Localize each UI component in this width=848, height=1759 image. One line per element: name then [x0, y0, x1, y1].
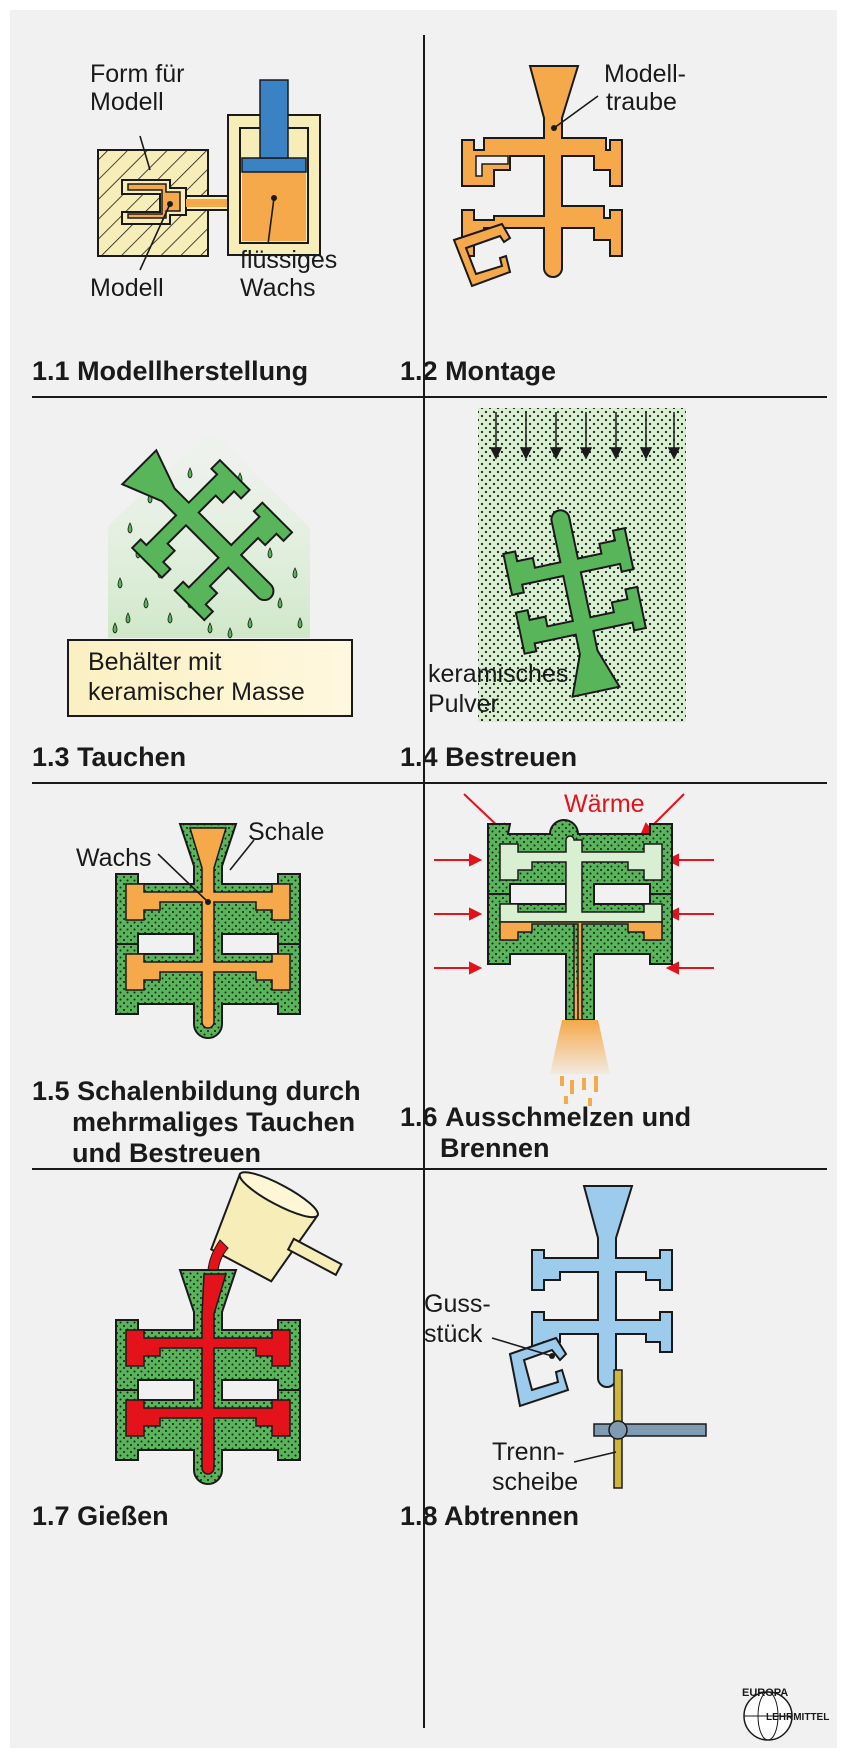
label-casting-line1: Guss- — [424, 1290, 491, 1318]
label-container-line2: keramischer Masse — [88, 678, 305, 706]
piston — [241, 157, 307, 173]
caption-1-5: 1.5 Schalenbildung durch mehrmaliges Tau… — [32, 1076, 361, 1169]
caption-title-line2: mehrmaliges Tauchen — [72, 1107, 356, 1137]
caption-title-line3: und Bestreuen — [72, 1138, 262, 1168]
ladle — [209, 1171, 343, 1283]
piston-rod — [259, 79, 289, 159]
caption-title: Tauchen — [77, 742, 187, 772]
ceramic-tank — [67, 639, 353, 717]
caption-1-2: 1.2 Montage — [400, 356, 556, 387]
melt-out-illustration: Wärme — [434, 790, 714, 1106]
label-heat: Wärme — [564, 790, 645, 818]
coated-cluster — [502, 509, 648, 698]
detached-model — [452, 222, 512, 288]
divider-row-1 — [32, 396, 827, 398]
caption-1-7: 1.7 Gießen — [32, 1501, 169, 1532]
caption-number: 1.2 — [400, 356, 438, 386]
pouring-illustration — [115, 1171, 343, 1485]
caption-number: 1.3 — [32, 742, 70, 772]
step-1-6: Wärme 1.6 Ausschmelzen und — [400, 784, 837, 1168]
caption-number: 1.1 — [32, 356, 70, 386]
caption-title-line1: Ausschmelzen und — [445, 1102, 692, 1132]
caption-1-3: 1.3 Tauchen — [32, 742, 186, 773]
step-1-4: keramisches Pulver 1.4 Bestreuen — [400, 398, 837, 782]
step-1-5: Wachs Schale 1.5 Schalenbildung durch me… — [10, 784, 423, 1168]
cutting-illustration: Guss- stück Trenn- scheibe — [424, 1185, 707, 1496]
caption-number: 1.4 — [400, 742, 438, 772]
label-wax-line2: Wachs — [240, 274, 315, 302]
molten-metal — [125, 1273, 291, 1475]
caption-title: Modellherstellung — [77, 356, 309, 386]
caption-1-4: 1.4 Bestreuen — [400, 742, 577, 773]
globe-icon: EUROPA LEHRMITTEL — [742, 1687, 829, 1741]
label-powder-line2: Pulver — [428, 690, 499, 718]
step-1-3: Behälter mit keramischer Masse 1.3 Tauch… — [10, 398, 423, 782]
label-shell: Schale — [248, 818, 324, 846]
wax-drip — [550, 1020, 610, 1074]
cut-piece — [508, 1336, 570, 1408]
label-form-line1: Form für — [90, 60, 184, 88]
wax-cluster-illustration: Modell- traube — [452, 60, 686, 288]
shell-illustration: Wachs Schale — [76, 818, 324, 1039]
wax-cluster — [461, 65, 623, 278]
label-wax-line1: flüssiges — [240, 246, 337, 274]
caption-number: 1.5 — [32, 1076, 70, 1106]
divider-vertical — [423, 35, 425, 1728]
divider-row-2 — [32, 782, 827, 784]
falling-arrows — [489, 412, 681, 460]
step-1-1: Form für Modell Modell flüssiges Wachs 1… — [10, 10, 423, 396]
sanding-illustration: keramisches Pulver — [428, 408, 686, 722]
step-1-2: Modell- traube 1.2 Montage — [400, 10, 837, 396]
label-wax: Wachs — [76, 844, 151, 872]
label-cluster-line2: traube — [606, 88, 677, 116]
label-disc-line2: scheibe — [492, 1468, 578, 1496]
caption-title-line2: Brennen — [440, 1133, 550, 1163]
empty-cavity — [499, 835, 663, 923]
caption-title: Bestreuen — [445, 742, 578, 772]
label-cluster-line1: Modell- — [604, 60, 686, 88]
caption-1-8: 1.8 Abtrennen — [400, 1501, 579, 1532]
caption-title: Montage — [445, 356, 557, 386]
wax-core — [125, 827, 291, 1029]
label-form-line2: Modell — [90, 88, 164, 116]
cast-cluster — [531, 1185, 673, 1388]
step-1-8: Guss- stück Trenn- scheibe 1.8 Abtrennen — [400, 1170, 837, 1738]
caption-title: Abtrennen — [444, 1501, 580, 1531]
logo-bottom: LEHRMITTEL — [766, 1712, 829, 1723]
label-powder-line1: keramisches — [428, 660, 568, 688]
caption-title: Gießen — [77, 1501, 169, 1531]
caption-1-6: 1.6 Ausschmelzen und Brennen — [400, 1102, 691, 1164]
publisher-logo: EUROPA LEHRMITTEL — [722, 1682, 832, 1752]
wax-drops — [560, 1076, 598, 1106]
liquid-wax — [242, 172, 306, 241]
dipped-cluster — [120, 448, 294, 622]
label-disc-line1: Trenn- — [492, 1438, 565, 1466]
mold-illustration: Form für Modell Modell flüssiges Wachs — [90, 60, 337, 302]
caption-title-line1: Schalenbildung durch — [77, 1076, 361, 1106]
label-container-line1: Behälter mit — [88, 648, 221, 676]
caption-number: 1.7 — [32, 1501, 70, 1531]
label-casting-line2: stück — [424, 1320, 483, 1348]
mold-cavity — [121, 179, 187, 225]
caption-number: 1.8 — [400, 1501, 438, 1531]
label-model: Modell — [90, 274, 164, 302]
caption-1-1: 1.1 Modellherstellung — [32, 356, 308, 387]
step-1-7: 1.7 Gießen — [10, 1170, 423, 1738]
logo-top: EUROPA — [742, 1687, 788, 1699]
caption-number: 1.6 — [400, 1102, 438, 1132]
divider-row-3 — [32, 1168, 827, 1170]
dipping-illustration: Behälter mit keramischer Masse — [67, 428, 353, 717]
